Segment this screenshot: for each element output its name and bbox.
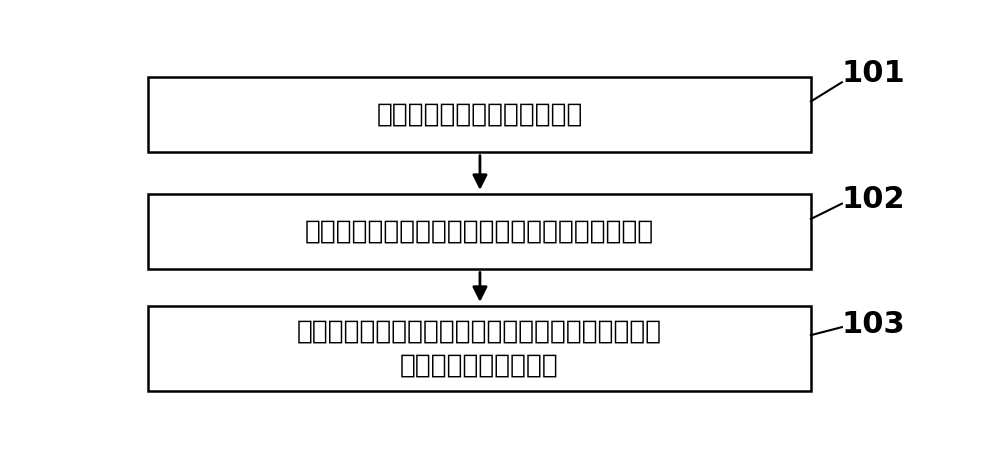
Text: 102: 102 [842,185,906,214]
Bar [148,305,811,391]
Text: 103: 103 [842,310,906,339]
Text: 基于长输管道的三维建模数据，生成模型建立文件: 基于长输管道的三维建模数据，生成模型建立文件 [305,218,654,244]
Text: 101: 101 [842,59,906,88]
Text: 调用目标模型软件执行模型建立文件中的建模命令，
生成长输管道三维模型: 调用目标模型软件执行模型建立文件中的建模命令， 生成长输管道三维模型 [297,318,662,378]
Text: 获取长输管道的三维建模数据: 获取长输管道的三维建模数据 [376,101,583,128]
Bar [148,194,811,269]
Bar [148,77,811,152]
